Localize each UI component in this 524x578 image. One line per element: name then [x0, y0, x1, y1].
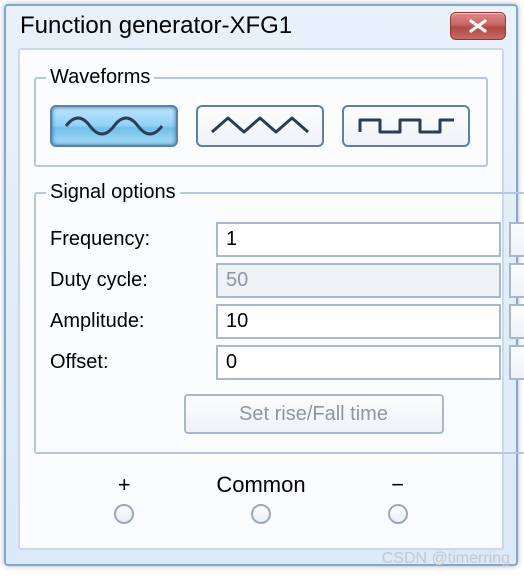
frequency-unit-button[interactable]: Hz [509, 222, 524, 257]
duty-cycle-row: Duty cycle: % [48, 263, 524, 298]
terminals: + Common − [56, 472, 466, 524]
waveforms-group: Waveforms [34, 66, 488, 167]
signal-options-group: Signal options Frequency: Hz Duty cycle:… [34, 181, 524, 454]
close-button[interactable] [450, 12, 506, 40]
waveform-buttons [46, 101, 476, 151]
offset-input[interactable] [216, 345, 501, 380]
waveform-square-button[interactable] [342, 105, 470, 147]
signal-options-legend: Signal options [46, 181, 180, 204]
terminal-minus-radio[interactable] [388, 504, 408, 524]
waveform-triangle-button[interactable] [196, 105, 324, 147]
offset-label: Offset: [48, 345, 208, 380]
duty-cycle-input [216, 263, 501, 298]
amplitude-label: Amplitude: [48, 304, 208, 339]
window-title: Function generator-XFG1 [20, 12, 292, 40]
terminal-minus: − [329, 472, 466, 524]
duty-cycle-unit-button[interactable]: % [509, 263, 524, 298]
offset-row: Offset: V [48, 345, 524, 380]
terminal-plus-label: + [56, 472, 193, 498]
duty-cycle-label: Duty cycle: [48, 263, 208, 298]
triangle-icon [210, 114, 310, 138]
terminal-common-radio[interactable] [251, 504, 271, 524]
offset-unit-button[interactable]: V [509, 345, 524, 380]
close-icon [467, 18, 489, 34]
set-rise-fall-button: Set rise/Fall time [184, 394, 444, 434]
terminal-common: Common [193, 472, 330, 524]
watermark: CSDN @timerring [382, 550, 510, 568]
waveform-sine-button[interactable] [50, 105, 178, 147]
square-icon [356, 114, 456, 138]
amplitude-row: Amplitude: Vp [48, 304, 524, 339]
terminal-plus: + [56, 472, 193, 524]
main-panel: Waveforms [18, 48, 504, 550]
sine-icon [64, 114, 164, 138]
amplitude-input[interactable] [216, 304, 501, 339]
frequency-label: Frequency: [48, 222, 208, 257]
terminal-minus-label: − [329, 472, 466, 498]
terminal-common-label: Common [193, 472, 330, 498]
waveforms-legend: Waveforms [46, 66, 154, 89]
amplitude-unit-button[interactable]: Vp [509, 304, 524, 339]
terminal-plus-radio[interactable] [114, 504, 134, 524]
frequency-row: Frequency: Hz [48, 222, 524, 257]
frequency-input[interactable] [216, 222, 501, 257]
titlebar: Function generator-XFG1 [6, 6, 516, 44]
function-generator-window: Function generator-XFG1 Waveforms [4, 4, 518, 566]
